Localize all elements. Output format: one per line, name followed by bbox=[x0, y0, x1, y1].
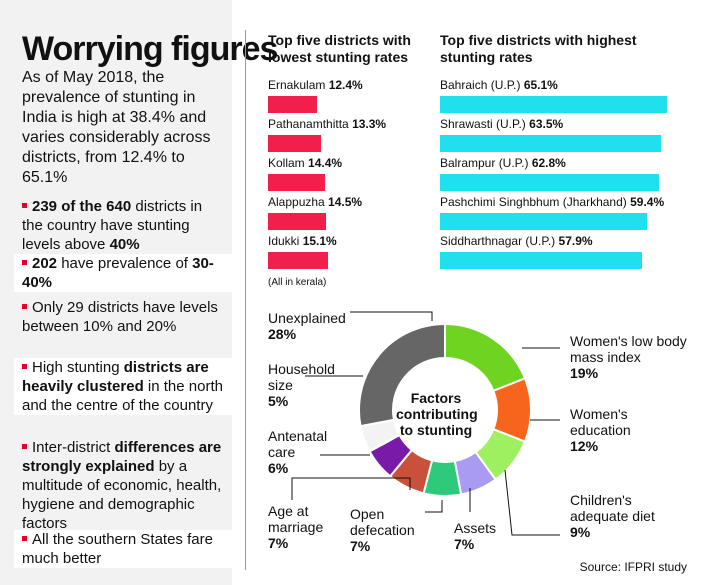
factor-label: Assets 7% bbox=[454, 520, 497, 552]
bar-label: Balrampur (U.P.) 62.8% bbox=[440, 156, 566, 170]
bar-value-label: 15.1% bbox=[302, 234, 337, 248]
leader-line bbox=[291, 477, 411, 500]
bullet-text: High stunting bbox=[32, 359, 124, 376]
factor-value: 19% bbox=[570, 365, 599, 381]
leader-line bbox=[425, 500, 443, 513]
bar-value-label: 62.8% bbox=[531, 156, 566, 170]
bullet-item: Only 29 districts have levels between 10… bbox=[22, 298, 227, 336]
donut-slice bbox=[444, 322, 527, 393]
lowest-chart-title: Top five districts with lowest stunting … bbox=[268, 32, 411, 65]
bullet-item: All the southern States fare much better bbox=[14, 530, 234, 568]
bar-label: Idukki 15.1% bbox=[268, 234, 337, 248]
bullet-text: Inter-district bbox=[32, 439, 115, 456]
bullet-marker bbox=[22, 536, 27, 541]
bullet-text: in the north and the centre of the count… bbox=[22, 378, 223, 414]
bar-value-label: 12.4% bbox=[328, 78, 363, 92]
factor-label: Women's low body mass index 19% bbox=[570, 333, 687, 381]
bar-value-label: 13.3% bbox=[352, 117, 387, 131]
factor-label: Unexplained 28% bbox=[268, 310, 346, 342]
bullet-text: Only 29 districts have levels between 10… bbox=[22, 299, 218, 335]
left-panel bbox=[0, 0, 232, 585]
factor-value: 7% bbox=[454, 536, 475, 552]
donut-center-label: Factors contributing to stunting bbox=[396, 390, 478, 438]
bullet-marker bbox=[22, 203, 27, 208]
factor-value: 5% bbox=[268, 393, 289, 409]
bullet-text: by a multitude of economic, health, hygi… bbox=[22, 458, 222, 532]
factor-value: 28% bbox=[268, 326, 297, 342]
bar bbox=[268, 213, 326, 230]
bar bbox=[268, 96, 318, 113]
bullet-text: districts in the country have stunting l… bbox=[22, 198, 203, 253]
bar bbox=[268, 135, 321, 152]
factor-label: Women's education 12% bbox=[570, 406, 631, 454]
source-note: Source: IFPRI study bbox=[579, 560, 687, 574]
bar bbox=[440, 135, 662, 152]
highest-chart-title: Top five districts with highest stunting… bbox=[440, 32, 637, 65]
column-divider bbox=[245, 30, 246, 570]
bullet-text: differences are strongly explained bbox=[22, 439, 222, 475]
leader-line bbox=[504, 469, 560, 536]
bar-value-label: 59.4% bbox=[630, 195, 665, 209]
bullet-text: districts are heavily clustered bbox=[22, 359, 209, 395]
bullet-item: 202 have prevalence of 30-40% bbox=[14, 254, 234, 292]
donut-slice bbox=[358, 322, 446, 428]
bar bbox=[268, 252, 328, 269]
bullet-text: 239 of the 640 bbox=[32, 198, 132, 215]
bar-label: Kollam 14.4% bbox=[268, 156, 343, 170]
chart-note: (All in kerala) bbox=[268, 277, 327, 288]
bullet-item: High stunting districts are heavily clus… bbox=[14, 358, 234, 415]
bar bbox=[440, 252, 642, 269]
bar-label: Siddharthnagar (U.P.) 57.9% bbox=[440, 234, 593, 248]
factor-label: Antenatal care 6% bbox=[268, 428, 328, 476]
bar-value-label: 14.5% bbox=[328, 195, 363, 209]
factor-label: Age at marriage 7% bbox=[268, 503, 324, 551]
bullet-marker bbox=[22, 304, 27, 309]
bar-label: Ernakulam 12.4% bbox=[268, 78, 363, 92]
bar-value-label: 57.9% bbox=[558, 234, 593, 248]
factor-value: 6% bbox=[268, 460, 289, 476]
bullet-marker bbox=[22, 444, 27, 449]
page-title: Worrying figures bbox=[22, 30, 278, 68]
bar bbox=[440, 174, 659, 191]
bullet-item: Inter-district differences are strongly … bbox=[22, 438, 227, 533]
factor-value: 12% bbox=[570, 438, 599, 454]
bullet-text: have prevalence of bbox=[57, 255, 193, 272]
bar bbox=[268, 174, 326, 191]
bar bbox=[440, 213, 648, 230]
bar-label: Bahraich (U.P.) 65.1% bbox=[440, 78, 558, 92]
bullet-text: 40% bbox=[109, 236, 140, 253]
bullet-text: 30-40% bbox=[22, 255, 214, 291]
bullet-marker bbox=[22, 260, 27, 265]
bar-label: Alappuzha 14.5% bbox=[268, 195, 363, 209]
bar-label: Pashchimi Singhbhum (Jharkhand) 59.4% bbox=[440, 195, 665, 209]
bullet-item: 239 of the 640 districts in the country … bbox=[22, 197, 227, 254]
bar bbox=[440, 96, 667, 113]
factor-label: Children's adequate diet 9% bbox=[570, 492, 655, 540]
leader-line bbox=[350, 311, 433, 321]
factor-value: 7% bbox=[350, 538, 371, 554]
bullet-text: All the southern States fare much better bbox=[22, 531, 213, 567]
bar-value-label: 65.1% bbox=[523, 78, 558, 92]
intro-text: As of May 2018, the prevalence of stunti… bbox=[22, 69, 211, 186]
bullet-marker bbox=[22, 364, 27, 369]
bar-label: Shrawasti (U.P.) 63.5% bbox=[440, 117, 564, 131]
factor-label: Household size 5% bbox=[268, 361, 335, 409]
bar-value-label: 14.4% bbox=[308, 156, 343, 170]
factor-value: 9% bbox=[570, 524, 591, 540]
factor-value: 7% bbox=[268, 535, 289, 551]
factor-label: Open defecation 7% bbox=[350, 506, 415, 554]
bar-label: Pathanamthitta 13.3% bbox=[268, 117, 387, 131]
bar-value-label: 63.5% bbox=[529, 117, 564, 131]
bullet-text: 202 bbox=[32, 255, 58, 272]
